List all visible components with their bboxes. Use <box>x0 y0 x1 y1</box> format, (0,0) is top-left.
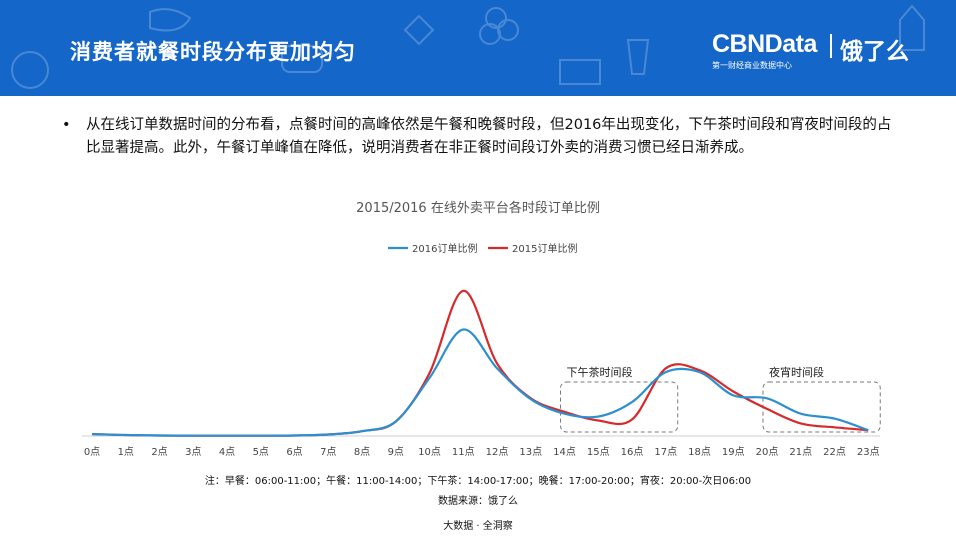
x-tick-label: 13点 <box>519 446 542 458</box>
series-line-1 <box>91 289 869 437</box>
line-chart: 2015/2016 在线外卖平台各时段订单比例 2016订单比例 2015订单比例… <box>82 200 881 458</box>
x-tick-label: 20点 <box>756 446 779 458</box>
x-tick-label: 12点 <box>486 446 509 458</box>
brand-logo: CBNData 第一财经商业数据中心 饿了么 <box>712 30 942 72</box>
page-title: 消费者就餐时段分布更加均匀 <box>70 40 356 64</box>
x-tick-label: 4点 <box>219 446 235 458</box>
x-tick-label: 23点 <box>857 446 880 458</box>
x-tick-label: 18点 <box>688 446 711 458</box>
data-source: 数据来源：饿了么 <box>438 496 518 507</box>
x-tick-label: 1点 <box>118 446 134 458</box>
x-tick-label: 19点 <box>722 446 745 458</box>
x-tick-label: 7点 <box>320 446 336 458</box>
x-tick-label: 14点 <box>553 446 576 458</box>
x-tick-label: 11点 <box>452 446 475 458</box>
intro-text: 从在线订单数据时间的分布看，点餐时间的高峰依然是午餐和晚餐时段，但2016年出现… <box>86 117 892 156</box>
x-tick-label: 22点 <box>823 446 846 458</box>
logo-divider <box>830 34 832 58</box>
intro-paragraph: • 从在线订单数据时间的分布看，点餐时间的高峰依然是午餐和晚餐时段，但2016年… <box>62 114 900 160</box>
annotation-label: 下午茶时间段 <box>567 365 633 379</box>
annotation-label: 夜宵时间段 <box>769 365 824 379</box>
x-tick-label: 15点 <box>587 446 610 458</box>
x-tick-label: 0点 <box>84 446 100 458</box>
chart-note: 注：早餐：06:00-11:00；午餐：11:00-14:00；下午茶：14:0… <box>204 476 752 487</box>
bullet-icon: • <box>62 117 71 133</box>
chart-legend: 2016订单比例 2015订单比例 <box>388 242 577 255</box>
x-tick-label: 10点 <box>418 446 441 458</box>
cbndata-logo: CBNData <box>712 30 817 58</box>
footer-slogan: 大数据 · 全洞察 <box>443 521 513 532</box>
x-tick-label: 2点 <box>151 446 167 458</box>
legend-label: 2016订单比例 <box>412 242 477 255</box>
annotation-box <box>560 381 679 433</box>
x-tick-label: 21点 <box>789 446 812 458</box>
chart-series <box>91 289 869 437</box>
eleme-logo: 饿了么 <box>840 39 909 65</box>
x-tick-label: 8点 <box>354 446 370 458</box>
decorative-pattern-icon <box>11 4 925 89</box>
x-tick-label: 5点 <box>253 446 269 458</box>
x-tick-label: 16点 <box>621 446 644 458</box>
x-axis-ticks: 0点 1点 2点 3点 4点 5点 6点 7点 8点 9点 10点 11点 12点 13点 14点 15点 16… <box>84 446 880 458</box>
legend-label: 2015订单比例 <box>512 242 577 255</box>
chart-title: 2015/2016 在线外卖平台各时段订单比例 <box>356 200 600 216</box>
cbndata-logo-subtitle: 第一财经商业数据中心 <box>712 61 792 70</box>
series-line-0 <box>91 328 869 437</box>
x-tick-label: 17点 <box>654 446 677 458</box>
header-banner: 消费者就餐时段分布更加均匀 CBNData 第一财经商业数据中心 饿了么 <box>0 0 956 96</box>
x-tick-label: 9点 <box>388 446 404 458</box>
annotation-box <box>762 381 881 433</box>
x-tick-label: 3点 <box>185 446 201 458</box>
x-tick-label: 6点 <box>286 446 302 458</box>
